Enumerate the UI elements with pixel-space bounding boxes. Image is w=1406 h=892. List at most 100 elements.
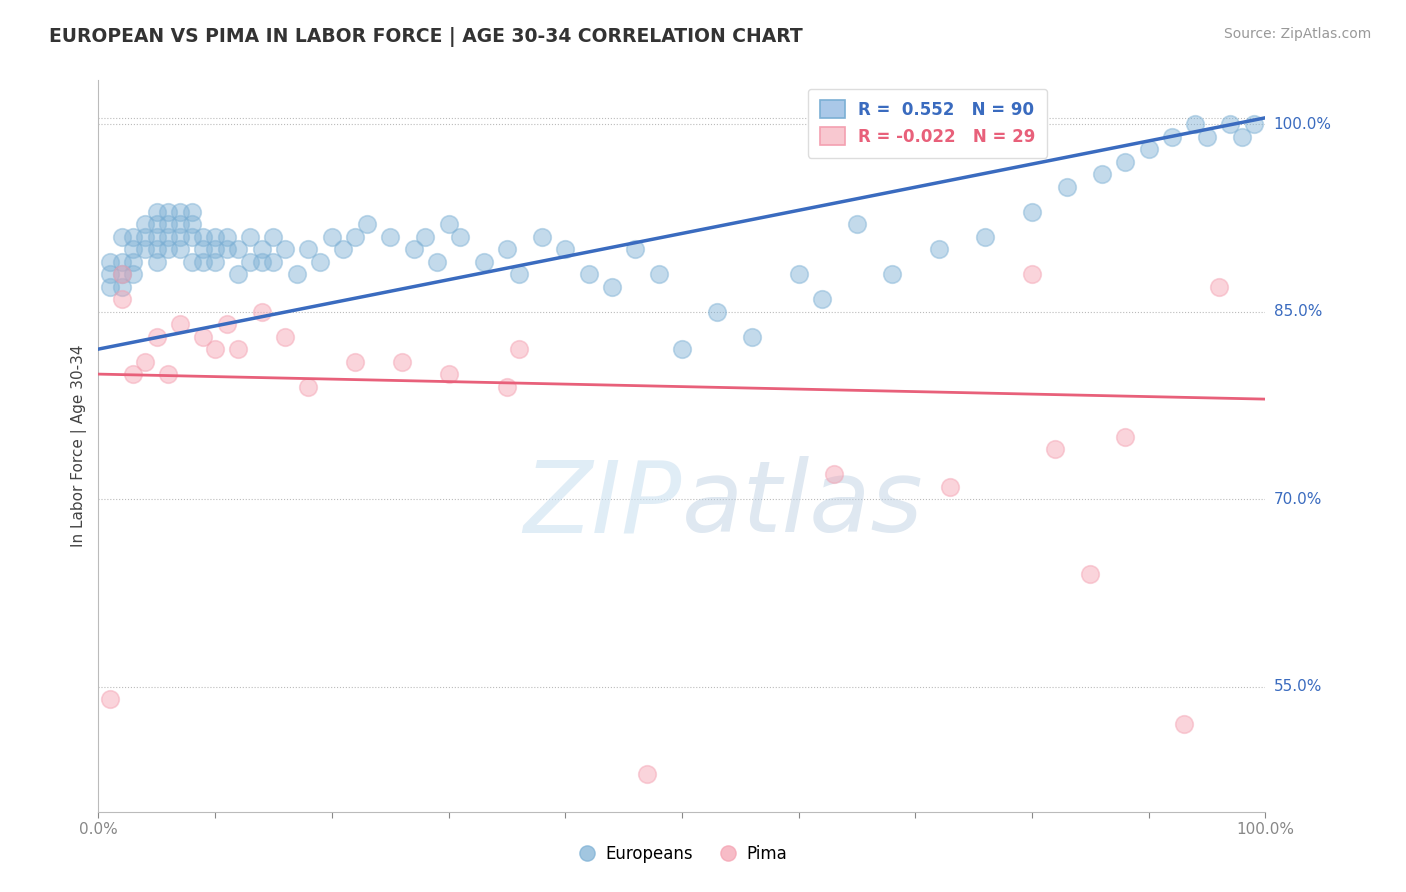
Point [98,279,121,293]
Point [823,467,845,482]
Point [134,217,156,231]
Point [157,367,180,381]
Point [146,217,169,231]
Point [146,254,169,268]
Text: atlas: atlas [682,456,924,553]
Point [344,354,367,368]
Point [939,480,962,494]
Point [111,279,134,293]
Point [204,229,226,244]
Point [321,229,343,244]
Y-axis label: In Labor Force | Age 30-34: In Labor Force | Age 30-34 [72,344,87,548]
Point [426,254,449,268]
Point [1195,129,1218,144]
Point [1208,279,1230,293]
Point [578,267,600,281]
Point [1080,567,1102,582]
Point [122,229,145,244]
Point [309,254,332,268]
Text: 100.0%: 100.0% [1274,117,1331,131]
Point [811,292,834,306]
Point [274,329,297,343]
Point [449,229,471,244]
Point [636,767,658,781]
Point [146,329,169,343]
Point [1091,167,1114,181]
Point [262,254,284,268]
Point [1137,142,1160,156]
Point [285,267,308,281]
Point [193,242,215,256]
Point [846,217,869,231]
Point [169,204,191,219]
Point [250,254,273,268]
Point [380,229,402,244]
Legend: Europeans, Pima: Europeans, Pima [571,838,793,869]
Point [169,242,191,256]
Point [787,267,810,281]
Point [1161,129,1184,144]
Point [262,229,284,244]
Point [1219,117,1241,131]
Point [215,229,238,244]
Point [204,242,226,256]
Point [122,267,145,281]
Point [496,242,519,256]
Point [671,342,693,356]
Point [741,329,763,343]
Point [169,217,191,231]
Point [146,229,169,244]
Point [157,242,180,256]
Point [122,367,145,381]
Point [356,217,378,231]
Point [122,242,145,256]
Point [193,229,215,244]
Point [250,242,273,256]
Text: 85.0%: 85.0% [1274,304,1322,319]
Point [706,304,728,318]
Text: EUROPEAN VS PIMA IN LABOR FORCE | AGE 30-34 CORRELATION CHART: EUROPEAN VS PIMA IN LABOR FORCE | AGE 30… [49,27,803,46]
Point [472,254,495,268]
Point [134,229,156,244]
Text: 70.0%: 70.0% [1274,491,1322,507]
Text: ZIP: ZIP [523,456,682,553]
Point [111,267,134,281]
Point [111,229,134,244]
Point [250,304,273,318]
Point [1243,117,1265,131]
Point [98,692,121,706]
Point [157,204,180,219]
Point [1114,429,1136,443]
Point [157,217,180,231]
Point [1184,117,1206,131]
Point [297,379,319,393]
Point [344,229,367,244]
Point [193,254,215,268]
Point [437,217,460,231]
Point [1021,204,1043,219]
Point [297,242,319,256]
Point [111,267,134,281]
Point [98,267,121,281]
Point [332,242,354,256]
Point [111,292,134,306]
Point [239,254,262,268]
Text: 55.0%: 55.0% [1274,679,1322,694]
Point [228,267,250,281]
Point [134,242,156,256]
Point [180,217,202,231]
Point [180,254,202,268]
Point [402,242,425,256]
Point [169,317,191,331]
Point [974,229,997,244]
Point [530,229,553,244]
Point [496,379,519,393]
Point [554,242,576,256]
Point [508,342,530,356]
Point [1114,154,1136,169]
Point [169,229,191,244]
Point [413,229,436,244]
Point [98,254,121,268]
Point [157,229,180,244]
Point [111,254,134,268]
